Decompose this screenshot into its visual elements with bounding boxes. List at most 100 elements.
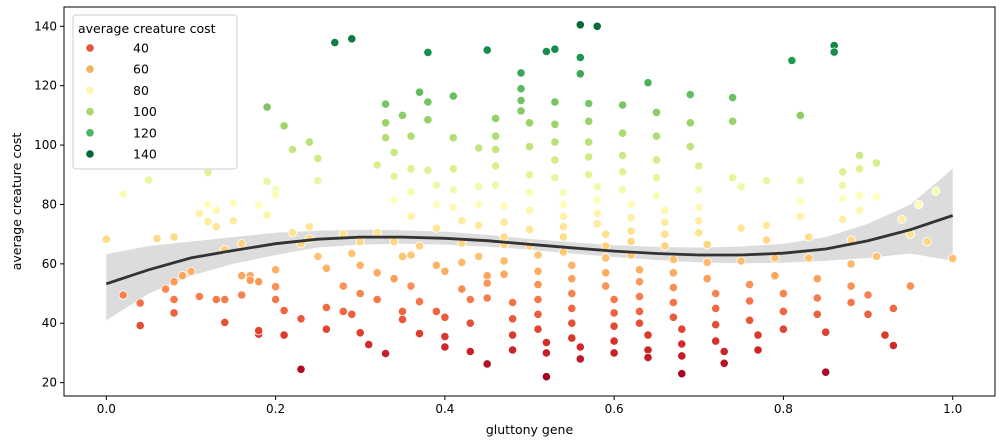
x-tick-label: 0.4	[435, 402, 454, 416]
data-point	[567, 333, 577, 343]
data-point	[609, 348, 619, 358]
data-point	[423, 47, 433, 58]
data-point	[660, 217, 670, 227]
data-point	[406, 164, 416, 174]
data-point	[287, 144, 298, 155]
data-point	[389, 147, 399, 158]
data-point	[423, 165, 433, 175]
data-point	[338, 281, 348, 291]
data-point	[744, 315, 755, 325]
data-point	[448, 164, 458, 174]
data-point	[321, 302, 331, 313]
data-point	[702, 274, 712, 284]
data-point	[761, 235, 772, 245]
data-point	[380, 348, 391, 359]
data-point	[854, 150, 865, 161]
data-point	[482, 359, 492, 369]
legend: average creature cost 40 60 80 100 120 140	[72, 14, 238, 170]
data-point	[795, 176, 805, 186]
data-point	[237, 290, 247, 300]
data-point	[203, 199, 213, 210]
legend-marker	[85, 64, 95, 74]
x-tick-label: 0.8	[774, 402, 793, 416]
data-point	[660, 229, 670, 239]
data-point	[490, 161, 501, 171]
data-point	[499, 201, 509, 211]
data-point	[711, 320, 721, 330]
data-point	[634, 265, 645, 275]
data-point	[668, 254, 679, 264]
data-point	[575, 69, 585, 79]
data-point	[711, 303, 721, 313]
data-point	[626, 199, 636, 210]
data-point	[719, 358, 729, 368]
data-point	[567, 260, 577, 270]
data-point	[550, 137, 560, 147]
data-point	[821, 367, 831, 377]
data-point	[414, 328, 425, 339]
data-point	[270, 282, 281, 292]
data-point	[694, 185, 704, 195]
data-point	[609, 336, 619, 346]
legend-title: average creature cost	[78, 21, 216, 36]
data-point	[660, 241, 670, 251]
data-point	[431, 199, 441, 210]
data-point	[651, 131, 662, 141]
data-point	[617, 185, 628, 195]
data-point	[499, 217, 509, 227]
data-point	[135, 298, 145, 308]
data-point	[169, 308, 179, 318]
y-tick-label: 40	[42, 316, 57, 330]
data-point	[347, 309, 357, 319]
data-point	[397, 306, 408, 316]
y-tick-label: 120	[34, 79, 57, 93]
data-point	[474, 182, 484, 192]
data-point	[871, 251, 882, 261]
data-point	[634, 306, 645, 316]
data-point	[634, 291, 645, 302]
data-point	[406, 281, 416, 291]
data-point	[380, 133, 391, 143]
data-point	[423, 97, 433, 107]
data-point	[414, 241, 425, 251]
data-point	[558, 188, 569, 198]
data-point	[423, 115, 433, 125]
data-point	[677, 369, 687, 379]
data-point	[533, 324, 543, 334]
data-point	[313, 251, 323, 261]
data-point	[677, 339, 687, 349]
data-point	[601, 253, 611, 263]
y-axis-label: average creature cost	[9, 133, 24, 271]
data-point	[516, 84, 526, 94]
data-point	[677, 351, 687, 361]
data-point	[812, 274, 822, 284]
data-point	[414, 296, 425, 307]
data-point	[634, 277, 645, 287]
data-point	[753, 345, 763, 355]
data-point	[194, 208, 204, 218]
data-point	[186, 266, 196, 276]
data-point	[838, 167, 848, 177]
data-point	[372, 294, 382, 305]
data-point	[474, 220, 484, 230]
data-point	[237, 271, 247, 281]
data-point	[262, 176, 272, 186]
data-point	[948, 253, 958, 264]
data-point	[516, 106, 526, 116]
data-point	[871, 158, 882, 168]
data-point	[313, 153, 323, 163]
data-point	[558, 222, 569, 232]
data-point	[880, 330, 890, 340]
data-point	[702, 257, 712, 267]
data-point	[524, 205, 535, 215]
data-point	[533, 294, 543, 305]
data-point	[321, 263, 331, 273]
data-point	[389, 274, 399, 284]
data-point	[406, 187, 416, 197]
data-point	[406, 211, 416, 221]
data-point	[457, 216, 467, 226]
data-point	[118, 290, 128, 300]
legend-label: 60	[133, 62, 149, 77]
data-point	[609, 308, 619, 318]
data-point	[617, 100, 628, 110]
